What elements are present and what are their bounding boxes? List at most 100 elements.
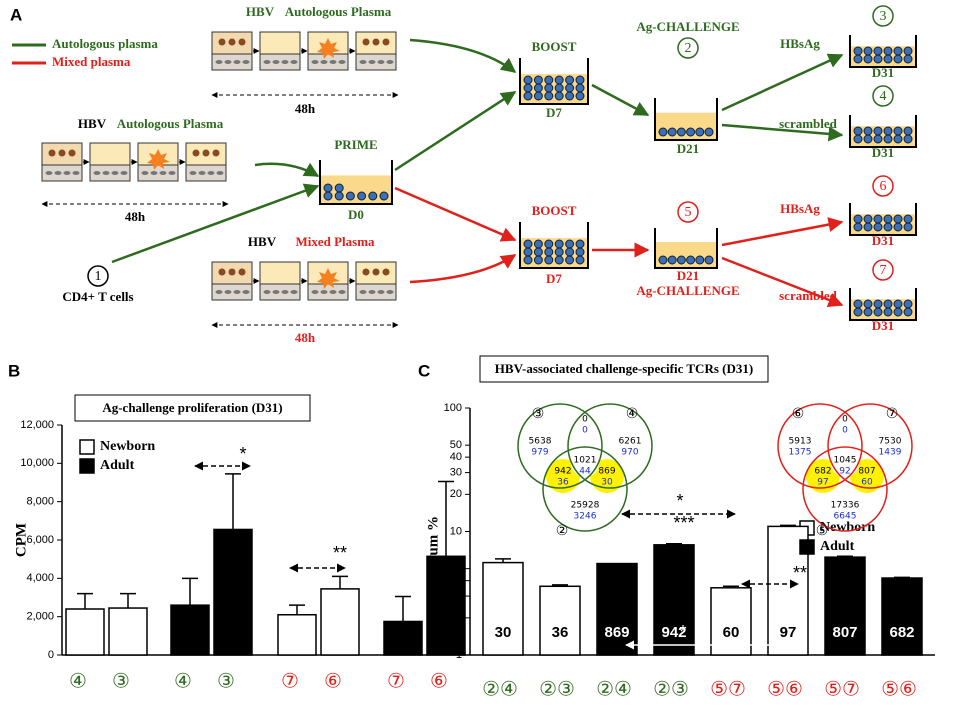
y-tick-label: 20: [450, 488, 462, 500]
venn-set-label: ④: [626, 406, 639, 422]
x-tick-label: ⑤⑦: [824, 677, 860, 701]
significance-label: *: [239, 444, 246, 464]
venn-count: 7530: [879, 437, 902, 447]
tcell: [523, 91, 533, 101]
tcell: [853, 214, 863, 224]
well: [849, 115, 917, 148]
error-bar: [894, 576, 910, 579]
tcell: [883, 214, 893, 224]
tcell: [704, 255, 714, 265]
cell: [368, 290, 376, 294]
venn-hbv-count: 60: [861, 478, 873, 488]
bar: [824, 556, 866, 656]
cell: [386, 60, 394, 64]
y-tick-label: 12,000: [20, 419, 54, 431]
bar-label: 97: [780, 624, 797, 641]
x-tick-label: ②④: [482, 677, 518, 701]
dc: [238, 268, 246, 276]
well: [319, 160, 393, 205]
cell: [368, 60, 376, 64]
cell: [72, 171, 80, 175]
y-tick-label: 3: [456, 590, 462, 602]
cell: [272, 290, 280, 294]
culture-bottom: [259, 53, 301, 71]
diagram-label: scrambled: [779, 116, 838, 131]
significance-label: *: [796, 622, 803, 642]
venn-set-label: ⑦: [886, 406, 899, 422]
step-number: 6: [880, 179, 887, 194]
venn-count: 5913: [789, 437, 812, 447]
tcell: [544, 239, 554, 249]
dc: [202, 149, 210, 157]
x-tick-label: ⑥: [324, 669, 342, 693]
well: [849, 203, 917, 236]
tcell: [704, 127, 714, 137]
bar: [653, 544, 695, 656]
venn-set-label: ③: [532, 406, 545, 422]
tcell: [873, 134, 883, 144]
diagram-label: HBsAg: [780, 201, 820, 216]
venn-hbv-count: 92: [839, 467, 850, 477]
medium: [321, 175, 391, 203]
cell: [263, 60, 271, 64]
diagram-label: HBV: [248, 234, 277, 249]
venn-hbv-count: 30: [601, 478, 613, 488]
tcell: [686, 127, 696, 137]
panel-letter: B: [8, 361, 20, 380]
venn-hbv-count: 970: [621, 448, 638, 458]
bar: [482, 561, 524, 656]
tcell: [883, 307, 893, 317]
y-tick-label: 2,000: [26, 611, 54, 623]
tcell: [544, 247, 554, 257]
cell: [159, 171, 167, 175]
legend-label: Mixed plasma: [52, 54, 131, 69]
venn-center-white: [571, 449, 599, 477]
panel-letter: C: [418, 361, 430, 380]
tcell: [903, 126, 913, 136]
legend-label: Newborn: [820, 520, 875, 535]
cell: [263, 290, 271, 294]
x-tick-label: ⑤⑥: [767, 677, 803, 701]
bar-label: 30: [495, 624, 512, 641]
venn-count: 1021: [574, 456, 597, 466]
panel-letter: A: [10, 5, 22, 24]
tcell: [544, 75, 554, 85]
cell: [242, 60, 250, 64]
venn-hbv-count: 0: [842, 426, 848, 436]
tcell: [853, 54, 863, 64]
venn-count: 17336: [831, 501, 860, 511]
cell: [233, 60, 241, 64]
well: [519, 58, 589, 105]
tcell: [575, 75, 585, 85]
diagram-label: D31: [872, 145, 894, 160]
x-tick-label: ②④: [596, 677, 632, 701]
tcell: [903, 307, 913, 317]
chart-title: Ag-challenge proliferation (D31): [102, 400, 282, 415]
legend-label: Autologous plasma: [52, 36, 158, 51]
tcell: [903, 134, 913, 144]
step-number: 7: [880, 263, 887, 278]
diagram-label: D21: [677, 141, 699, 156]
arrow: [254, 162, 320, 178]
tcell: [565, 75, 575, 85]
culture-bottom: [355, 283, 397, 301]
tcell: [853, 307, 863, 317]
legend-swatch: [79, 458, 95, 474]
tcell: [533, 247, 543, 257]
tcell: [863, 299, 873, 309]
bar: [213, 528, 253, 656]
diagram-label: Mixed Plasma: [295, 234, 375, 249]
step-number: 1: [95, 269, 102, 284]
tcell: [883, 222, 893, 232]
dc: [362, 268, 370, 276]
tcell: [903, 222, 913, 232]
diagram-label: D31: [872, 65, 894, 80]
bar: [539, 585, 581, 656]
bar: [881, 577, 923, 656]
cell: [329, 60, 337, 64]
cell: [377, 290, 385, 294]
bar: [65, 608, 105, 656]
legend-label: Newborn: [100, 439, 155, 454]
tcell: [533, 239, 543, 249]
tcell: [523, 247, 533, 257]
